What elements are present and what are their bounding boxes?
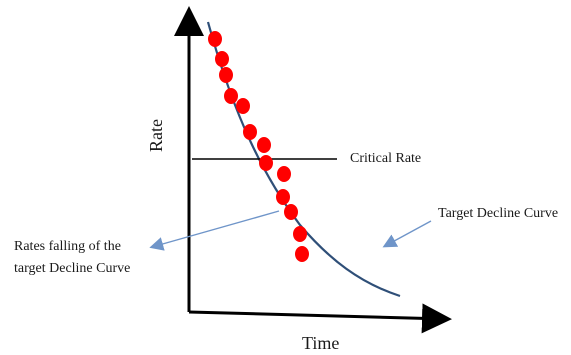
target-curve-arrow (382, 220, 432, 248)
rates-falling-label-line2: target Decline Curve (14, 261, 131, 276)
rate-point (259, 155, 273, 171)
rates-falling-label-line1: Rates falling of the (14, 239, 121, 254)
rate-point (219, 67, 233, 83)
rate-point (215, 51, 229, 67)
rate-point (243, 124, 257, 140)
rate-point (293, 226, 307, 242)
rate-point (208, 31, 222, 47)
rate-point (277, 166, 291, 182)
rate-points (208, 31, 309, 262)
rate-point (295, 246, 309, 262)
target-decline-curve-label: Target Decline Curve (438, 206, 559, 221)
rates-falling-label: Rates falling of the target Decline Curv… (14, 236, 130, 280)
y-axis-label: Rate (146, 119, 166, 152)
rate-point (224, 88, 238, 104)
rate-point (276, 189, 290, 205)
rate-point (236, 98, 250, 114)
rate-point (284, 204, 298, 220)
rates-falling-arrow (149, 210, 280, 251)
x-axis (188, 303, 452, 334)
critical-rate-label: Critical Rate (350, 151, 422, 166)
x-axis-label: Time (302, 333, 340, 353)
rate-point (257, 137, 271, 153)
